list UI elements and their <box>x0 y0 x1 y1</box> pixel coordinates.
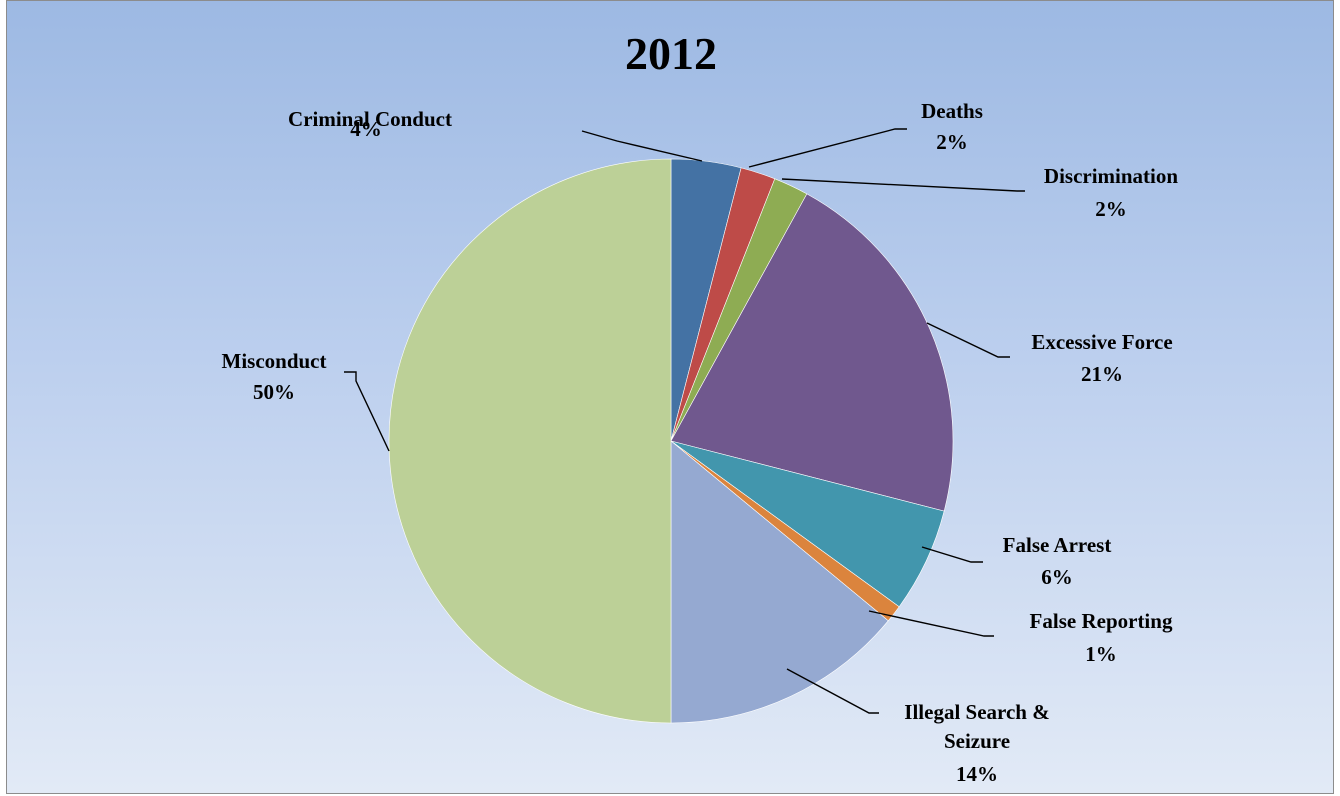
leader-line <box>921 546 983 563</box>
slice-name-label: Misconduct <box>222 349 327 373</box>
slice-percent-label: 2% <box>936 130 968 154</box>
slice-name-label: False Reporting <box>1030 609 1173 633</box>
slice-percent-label: 4% <box>350 117 382 141</box>
chart-frame: 2012 Criminal Conduct 4% Deaths 2% Discrimin… <box>6 0 1334 794</box>
slice-percent-label: 1% <box>1085 642 1117 666</box>
slice-percent-label: 14% <box>956 762 998 786</box>
pie-slice <box>670 193 954 512</box>
slice-percent-label: 2% <box>1095 197 1127 221</box>
leader-line <box>926 322 1010 358</box>
pie-slice <box>388 158 672 724</box>
pie-slice <box>670 440 889 724</box>
slice-name-label: Discrimination <box>1044 164 1178 188</box>
slice-name-label: Deaths <box>921 99 983 123</box>
slice-percent-label: 21% <box>1081 362 1123 386</box>
slice-name-label: Excessive Force <box>1031 330 1172 354</box>
slice-percent-label: 50% <box>253 380 295 404</box>
slice-percent-label: 6% <box>1041 565 1073 589</box>
slice-name-label: Illegal Search & <box>904 700 1049 724</box>
slice-name-label: Seizure <box>944 729 1010 753</box>
leader-line <box>868 610 994 637</box>
leader-line <box>786 668 879 714</box>
pie-slices <box>388 158 954 724</box>
leader-lines <box>344 128 1025 714</box>
leader-line <box>581 130 703 162</box>
leader-line <box>344 371 390 452</box>
slice-name-label: False Arrest <box>1003 533 1112 557</box>
slice-name-label: Criminal Conduct <box>288 107 452 131</box>
chart-title: 2012 <box>625 28 717 79</box>
leader-line <box>781 178 1025 192</box>
leader-line <box>748 128 907 168</box>
